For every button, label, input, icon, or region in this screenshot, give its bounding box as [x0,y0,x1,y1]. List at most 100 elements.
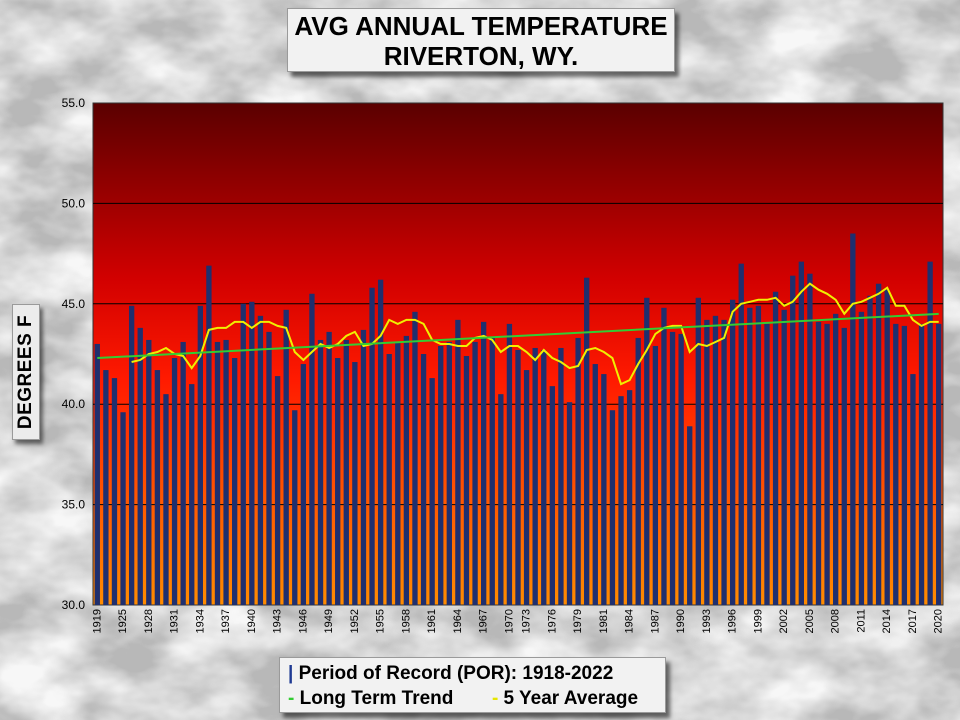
bar [377,279,384,605]
y-tick-label: 55.0 [62,96,86,110]
bar [910,374,916,605]
bar [317,339,324,605]
x-tick-label: 2011 [855,609,867,633]
bar [429,378,435,605]
y-tick-label: 35.0 [62,498,86,512]
bar [729,299,736,605]
bar [506,323,513,605]
x-tick-label: 1973 [521,609,533,633]
bar [790,275,796,605]
bar [884,289,890,605]
x-tick-label: 1928 [143,609,155,633]
bar [335,358,341,605]
x-tick-label: 1964 [452,609,464,633]
bar [249,301,255,605]
x-tick-label: 1961 [426,609,438,633]
bar [515,349,521,605]
x-tick-label: 1937 [220,609,232,633]
bar [171,358,178,605]
bar [369,287,375,605]
bar [635,337,641,605]
bar [875,283,882,605]
bar [94,343,100,605]
bar [446,341,452,605]
bar [618,396,624,605]
bar [214,341,221,605]
bar [352,362,358,605]
bar [309,293,315,605]
bar [403,335,410,605]
bar [661,307,667,605]
y-tick-label: 30.0 [62,598,86,612]
legend: | Period of Record (POR): 1918-2022 - Lo… [279,657,666,713]
x-tick-label: 1970 [503,609,515,633]
bar [678,333,684,605]
bar [532,347,538,605]
y-tick-label: 45.0 [62,297,86,311]
x-tick-label: 1946 [297,609,309,633]
x-tick-label: 2017 [907,609,919,633]
title-line-1: AVG ANNUAL TEMPERATURE [294,11,668,41]
bar [738,263,744,605]
bar [644,297,650,605]
bar [755,305,762,605]
legend-row-por: | Period of Record (POR): 1918-2022 [288,661,665,686]
x-axis-tick-labels: 1919 1925 1928 1931 1934 1937 1940 1943 1946 1949… [91,609,944,633]
bar [936,323,942,605]
x-tick-label: 1931 [169,609,181,633]
bar [841,327,847,605]
bar [601,374,607,605]
bars [94,233,942,605]
bar [189,384,195,605]
bar [566,402,573,605]
bar [266,331,272,605]
bar [137,327,143,605]
x-tick-label: 1949 [323,609,335,633]
bar [626,390,633,605]
bar [687,426,693,605]
bar [712,315,719,605]
x-tick-label: 1981 [598,609,610,633]
bar [232,358,238,605]
bar [240,303,246,605]
bar [300,364,307,605]
x-tick-label: 2002 [778,609,790,633]
x-tick-label: 1958 [400,609,412,633]
bar [901,325,908,605]
x-tick-label: 1976 [546,609,558,633]
bar [480,321,487,605]
x-tick-label: 1925 [117,609,129,633]
x-tick-label: 1990 [675,609,687,633]
bar [747,307,753,605]
bar [257,315,264,605]
bar [489,337,495,605]
y-axis-label: DEGREES F [15,314,36,430]
bar [609,410,616,605]
bar [558,347,564,605]
bar [858,311,865,605]
bar [927,261,933,605]
bar [163,394,169,605]
bar [455,319,461,605]
bar [326,331,332,605]
bar [420,354,427,605]
bar [721,319,727,605]
bar [764,323,770,605]
chart-title: AVG ANNUAL TEMPERATURE RIVERTON, WY. [287,8,675,72]
bar [103,370,109,605]
bar [695,297,701,605]
x-tick-label: 2005 [804,609,816,633]
y-tick-label: 40.0 [62,397,86,411]
bar [541,349,547,605]
legend-avg-label: 5 Year Average [503,688,639,709]
bar [120,412,126,605]
x-tick-label: 2020 [933,609,945,633]
x-tick-label: 1919 [91,609,103,633]
five-year-average-line [131,282,939,386]
x-tick-label: 1955 [375,609,387,633]
x-tick-label: 1993 [701,609,713,633]
legend-row-lines: - Long Term Trend - 5 Year Average [288,686,665,711]
bar [386,354,392,605]
bar [781,309,787,605]
